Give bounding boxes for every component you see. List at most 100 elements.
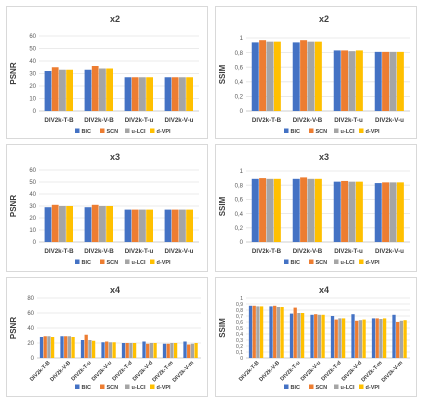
x-tick-label: DIV2k-T-u [70, 360, 92, 382]
bar [382, 182, 390, 242]
bar [51, 67, 59, 111]
bar [179, 209, 186, 242]
bar [139, 209, 146, 242]
bar [88, 340, 92, 358]
x-tick-label: DIV2k-T-d [320, 360, 342, 382]
bar [91, 204, 99, 242]
y-axis-label: SSIM [218, 64, 227, 84]
bar [399, 320, 404, 358]
bar [101, 342, 105, 358]
bar [186, 77, 193, 111]
bar [403, 320, 407, 358]
y-tick-label: 0 [240, 240, 244, 246]
bar [248, 305, 253, 358]
x-tick-label: DIV2k-V-u [165, 248, 194, 255]
y-tick-label: 30 [29, 204, 36, 210]
legend-label: BIC [291, 385, 301, 391]
bar [389, 182, 397, 242]
y-axis-label: SSIM [218, 196, 227, 216]
bar [129, 343, 133, 358]
chart-panel-psnr-x2: x2 PSNR 0 10 20 30 40 50 60 DIV2k-T-B DIV2k-V-B DIV… [6, 6, 208, 139]
bar [314, 41, 322, 111]
bar [84, 334, 88, 358]
chart-svg: x4 SSIM 00,10,20,30,40,50,60,70,80,91 DIV2k… [218, 285, 410, 391]
bar [276, 307, 281, 358]
bar [125, 343, 129, 358]
bar [64, 336, 68, 358]
bar [43, 336, 47, 358]
bar [341, 180, 349, 242]
legend-swatch [125, 384, 130, 389]
y-tick-label: 20 [29, 84, 36, 90]
bar [348, 181, 356, 242]
bar [91, 66, 99, 111]
legend-swatch [150, 259, 155, 264]
legend-label: d-VPI [157, 385, 172, 391]
bar [266, 178, 274, 242]
bar [382, 318, 387, 358]
y-tick-label: 10 [29, 228, 36, 234]
y-tick-label: 0,5 [236, 326, 243, 332]
legend-swatch [309, 128, 314, 133]
bar [333, 181, 341, 242]
legend-swatch [309, 384, 314, 389]
bar [66, 206, 73, 242]
bar [341, 318, 346, 358]
bar [374, 51, 382, 111]
bar [355, 50, 363, 111]
legend-swatch [309, 259, 314, 264]
bar [99, 68, 106, 111]
bar [307, 178, 315, 242]
y-tick-label: 20 [27, 341, 34, 347]
legend-swatch [150, 384, 155, 389]
bar [142, 341, 146, 358]
chart-panel-ssim-x4: x4 SSIM 0 0,1 0,2 0,3 0,4 0,5 0,6 0,7 0,8 0,9 1 DIV2k… [215, 277, 417, 397]
legend-label: u-LCI [132, 260, 147, 266]
bar [106, 68, 113, 111]
x-tick-label: DIV2k-T-B [238, 360, 261, 383]
y-axis-label: PSNR [9, 62, 18, 84]
y-tick-label: 0,6 [235, 198, 244, 204]
bar [314, 178, 322, 242]
bar [106, 206, 113, 242]
bar [341, 50, 349, 111]
bar [71, 337, 75, 358]
legend-swatch [359, 384, 364, 389]
bar [124, 77, 132, 111]
x-tick-label: DIV2k-V-B [49, 360, 72, 383]
y-tick-label: 0,8 [236, 308, 243, 314]
y-tick-label: 0,2 [235, 226, 244, 232]
bar [396, 182, 404, 242]
y-tick-label: 0,9 [236, 302, 243, 308]
legend-swatch [359, 259, 364, 264]
bar [132, 343, 137, 358]
legend-swatch [125, 259, 130, 264]
chart-svg: x2 SSIM 0 0,2 0,4 0,6 0,8 1 DIV2k-T-B DIV2k-V-B DI… [218, 14, 410, 135]
bar [371, 318, 376, 358]
y-tick-label: 30 [29, 72, 36, 78]
bar [60, 336, 64, 358]
bar [333, 50, 341, 111]
bar [259, 40, 267, 111]
legend-label: SCN [107, 260, 119, 266]
bar [355, 181, 363, 242]
bar [131, 209, 139, 242]
bar [252, 305, 256, 358]
bar [51, 204, 59, 242]
bar [330, 316, 335, 358]
bar [59, 69, 66, 111]
bar [105, 341, 109, 358]
bar [269, 306, 273, 358]
y-tick-label: 0,6 [236, 320, 243, 326]
legend-swatch [284, 259, 289, 264]
legend-label: BIC [82, 260, 92, 266]
x-tick-label: DIV2k-T-u [334, 117, 363, 124]
chart-title: x3 [110, 152, 120, 162]
y-tick-label: 0,4 [235, 212, 244, 218]
y-tick-label: 0 [240, 356, 243, 362]
x-tick-label: DIV2k-V-u [165, 117, 194, 124]
y-tick-label: 0 [31, 356, 35, 362]
bar [173, 343, 178, 358]
bar [300, 40, 308, 111]
bar [146, 209, 153, 242]
